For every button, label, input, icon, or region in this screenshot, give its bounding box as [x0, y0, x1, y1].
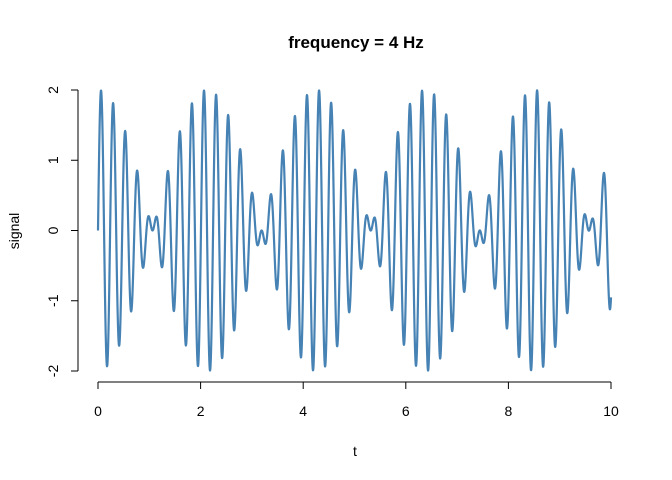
- x-tick-label: 10: [603, 403, 619, 419]
- x-axis: 0 2 4 6 8 10: [94, 381, 619, 419]
- x-tick-label: 0: [94, 403, 102, 419]
- y-ticks: -2 -1 0 1 2: [45, 86, 78, 377]
- x-ticks: 0 2 4 6 8 10: [94, 382, 619, 419]
- x-tick-label: 6: [402, 403, 410, 419]
- y-tick-label: -2: [45, 365, 61, 378]
- x-tick-label: 8: [505, 403, 513, 419]
- y-axis-title: signal: [6, 213, 22, 250]
- x-axis-title: t: [353, 443, 357, 459]
- signal-series-line: [96, 89, 613, 372]
- y-tick-label: -1: [45, 294, 61, 307]
- chart-title: frequency = 4 Hz: [288, 33, 424, 52]
- y-tick-label: 0: [45, 226, 61, 234]
- x-tick-label: 4: [299, 403, 307, 419]
- y-tick-label: 2: [45, 86, 61, 94]
- y-axis: -2 -1 0 1 2: [45, 86, 79, 377]
- y-tick-label: 1: [45, 156, 61, 164]
- x-tick-label: 2: [197, 403, 205, 419]
